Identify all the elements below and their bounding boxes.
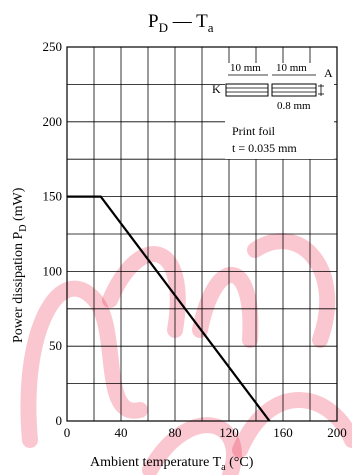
x-axis-label-unit: (°C) <box>226 455 254 470</box>
title-sep: — <box>168 11 196 32</box>
y-tick-label: 250 <box>43 39 63 54</box>
chart-title: PD — Ta <box>148 11 214 35</box>
y-axis-label: Power dissipation PD (mW) <box>11 187 29 343</box>
x-tick-label: 160 <box>273 425 293 440</box>
inset-dim-left: 10 mm <box>230 62 261 74</box>
title-text: PD — Ta <box>148 11 214 35</box>
x-axis-label-text: Ambient temperature T <box>90 455 222 470</box>
x-axis-label-sub: a <box>221 462 226 473</box>
x-tick-label: 40 <box>115 425 128 440</box>
x-tick-label: 0 <box>64 425 71 440</box>
watermark-stroke <box>102 246 186 338</box>
inset-dim-gap: 0.8 mm <box>277 100 311 112</box>
watermark-stroke <box>232 392 352 458</box>
inset-pad-right <box>271 83 317 97</box>
x-tick-label: 200 <box>327 425 347 440</box>
inset-dim-right: 10 mm <box>276 62 307 74</box>
watermark-stroke <box>142 417 242 475</box>
plot-frame <box>66 46 338 422</box>
inset-note-line2: t = 0.035 mm <box>232 141 297 155</box>
watermark <box>20 233 352 475</box>
inset-label-a: A <box>324 66 333 80</box>
y-tick-label: 200 <box>43 114 63 129</box>
x-tick-labels: 0 40 80 120 160 200 <box>64 425 347 440</box>
inset-label-k: K <box>212 82 221 96</box>
inset-note-line1: Print foil <box>232 124 276 138</box>
inset-diagram: 10 mm 10 mm A K 0.8 mm Print foil t = 0.… <box>212 62 334 159</box>
y-axis-label-sub: D <box>18 225 29 232</box>
y-axis-label-unit: (mW) <box>11 187 26 224</box>
title-var-sub: a <box>208 20 214 35</box>
watermark-stroke <box>247 233 336 348</box>
title-main-sub: D <box>159 20 168 35</box>
x-axis-label: Ambient temperature Ta (°C) <box>90 455 254 473</box>
inset-background <box>225 63 334 159</box>
watermark-stroke <box>20 280 148 448</box>
y-tick-labels: 0 50 100 150 200 250 <box>43 39 63 428</box>
y-tick-label: 100 <box>43 263 63 278</box>
series-layer <box>67 195 271 422</box>
x-tick-label: 120 <box>219 425 239 440</box>
series-line-derating <box>67 195 271 422</box>
x-tick-label: 80 <box>169 425 182 440</box>
y-tick-label: 50 <box>49 338 62 353</box>
title-var: T <box>196 11 208 32</box>
y-axis-label-text: Power dissipation P <box>11 232 26 343</box>
y-tick-label: 150 <box>43 189 63 204</box>
title-main: P <box>148 11 159 32</box>
y-tick-label: 0 <box>56 413 63 428</box>
inset-pad-left <box>225 83 269 97</box>
watermark-stroke <box>192 267 259 348</box>
